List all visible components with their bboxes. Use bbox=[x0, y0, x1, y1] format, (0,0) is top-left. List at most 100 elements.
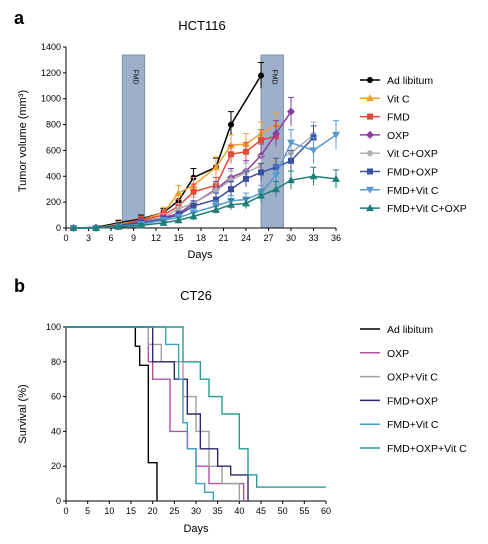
legend-label-fmd-oxp: FMD+OXP bbox=[387, 395, 438, 407]
panel-a-x-tick-label: 36 bbox=[331, 233, 341, 243]
panel-a-y-tick-label: 0 bbox=[56, 223, 61, 233]
panel-a-legend: Ad libitum Vit C FMD OXP Vit C+OXP FMD+OXP FMD… bbox=[360, 75, 467, 215]
data-point-fmd-vit-c-oxp bbox=[242, 199, 250, 207]
data-point-fmd-oxp bbox=[228, 186, 234, 193]
panel-b-ylabel: Survival (%) bbox=[17, 384, 29, 443]
data-point-fmd-vit-c-oxp bbox=[69, 224, 78, 231]
panel-a-x-tick-label: 6 bbox=[108, 233, 113, 243]
data-point-fmd-oxp bbox=[288, 157, 294, 164]
panel-a-y-tick-label: 600 bbox=[46, 145, 61, 155]
data-point-oxp bbox=[272, 129, 280, 138]
legend-label-fmd-vit-c: FMD+Vit C bbox=[387, 419, 439, 431]
panel-a-x-tick-label: 15 bbox=[173, 233, 183, 243]
legend-marker-fmd-vit-c bbox=[366, 186, 374, 194]
panel-a-y-tick-label: 400 bbox=[46, 171, 61, 181]
panel-b-y-tick-label: 100 bbox=[46, 322, 61, 332]
data-point-fmd bbox=[190, 188, 197, 195]
panel-b-x-tick-label: 40 bbox=[234, 506, 244, 516]
legend-marker-oxp bbox=[366, 130, 374, 139]
legend-marker-vit-c bbox=[366, 94, 374, 102]
legend-label-fmd-vit-c: FMD+Vit C bbox=[387, 185, 439, 197]
legend-marker-fmd bbox=[367, 113, 373, 120]
panel-a-x-tick-label: 33 bbox=[308, 233, 318, 243]
fmd-band-label: FMD bbox=[270, 69, 277, 84]
legend-label-fmd-oxp-vit-c: FMD+OXP+Vit C bbox=[387, 443, 467, 455]
data-point-vit-c bbox=[212, 163, 220, 171]
legend-label-ad-libitum: Ad libitum bbox=[387, 75, 433, 87]
panel-b-y-tick-label: 60 bbox=[51, 392, 61, 402]
legend-label-fmd-oxp: FMD+OXP bbox=[387, 167, 438, 179]
data-point-fmd-vit-c-oxp bbox=[159, 218, 168, 226]
panel-a-y-tick-label: 1000 bbox=[41, 94, 61, 104]
panel-b-x-tick-label: 15 bbox=[126, 506, 136, 516]
legend-label-oxp-vit-c: OXP+Vit C bbox=[387, 372, 438, 384]
data-point-fmd-vit-c-oxp bbox=[272, 185, 280, 193]
data-point-fmd-vit-c bbox=[332, 131, 340, 139]
panel-a-ylabel: Tumor volume (mm³) bbox=[17, 90, 29, 192]
panel-b-y-tick-label: 20 bbox=[51, 461, 61, 471]
panel-b-axes: 0 5 10 15 20 25 30 35 40 45 50 55 60 0 20 40 60 80 100 bbox=[46, 322, 331, 516]
legend-marker-vit-c-oxp bbox=[367, 150, 373, 157]
panel-a-x-tick-label: 12 bbox=[151, 233, 161, 243]
panel-b-legend: Ad libitum OXP OXP+Vit C FMD+OXP FMD+Vit C FM… bbox=[360, 324, 467, 455]
panel-b-xlabel: Days bbox=[183, 523, 209, 535]
panel-b-x-tick-label: 20 bbox=[148, 506, 158, 516]
panel-b-x-tick-label: 10 bbox=[104, 506, 114, 516]
data-point-fmd-oxp bbox=[190, 203, 197, 210]
panel-a-y-tick-label: 1400 bbox=[41, 42, 61, 52]
panel-b-x-tick-label: 45 bbox=[256, 506, 266, 516]
legend-label-oxp: OXP bbox=[387, 130, 409, 142]
data-point-vit-c bbox=[174, 189, 183, 197]
data-point-fmd-vit-c-oxp bbox=[287, 176, 295, 184]
data-point-fmd-vit-c-oxp bbox=[332, 174, 340, 182]
panel-b-y-tick-label: 40 bbox=[51, 426, 61, 436]
data-point-fmd-vit-c bbox=[272, 171, 280, 179]
panel-b-x-tick-label: 30 bbox=[191, 506, 201, 516]
fmd-band-label: FMD bbox=[132, 69, 139, 84]
panel-a-x-tick-label: 0 bbox=[63, 233, 68, 243]
survival-curve-fmd-oxp bbox=[66, 326, 249, 501]
panel-b-x-tick-label: 50 bbox=[278, 506, 288, 516]
data-point-vit-c-oxp bbox=[175, 205, 182, 212]
data-point-fmd-vit-c-oxp bbox=[227, 200, 235, 208]
panel-b-series bbox=[66, 326, 326, 501]
data-point-ad-libitum bbox=[258, 72, 264, 79]
data-point-fmd-oxp bbox=[213, 196, 219, 203]
panel-b-letter: b bbox=[14, 276, 25, 296]
data-point-fmd-vit-c-oxp bbox=[92, 224, 100, 231]
panel-b-x-tick-label: 25 bbox=[169, 506, 179, 516]
panel-b-x-tick-label: 60 bbox=[321, 506, 331, 516]
data-point-fmd-vit-c-oxp bbox=[174, 216, 183, 224]
panel-a-axes: 0 3 6 9 12 15 18 21 24 27 30 33 36020040060080010001… bbox=[41, 42, 341, 243]
legend-label-fmd-vit-c-oxp: FMD+Vit C+OXP bbox=[387, 203, 467, 215]
survival-curve-ad-libitum bbox=[66, 326, 158, 501]
data-point-oxp bbox=[287, 107, 295, 116]
data-point-fmd-vit-c bbox=[309, 147, 318, 155]
panel-a-x-tick-label: 27 bbox=[263, 233, 273, 243]
data-point-fmd-vit-c-oxp bbox=[137, 221, 145, 229]
data-point-fmd-vit-c-oxp bbox=[212, 205, 220, 213]
data-point-vit-c-oxp bbox=[213, 187, 219, 194]
data-point-fmd-vit-c bbox=[287, 139, 295, 147]
data-point-fmd-vit-c-oxp bbox=[114, 222, 123, 230]
panel-a-series bbox=[69, 62, 340, 232]
data-point-fmd-oxp bbox=[243, 175, 249, 182]
panel-b-x-tick-label: 35 bbox=[213, 506, 223, 516]
series-line-ad-libitum bbox=[73, 75, 262, 229]
survival-curve-fmd-oxp-vit-c bbox=[66, 326, 326, 488]
panel-b-x-tick-label: 5 bbox=[85, 506, 90, 516]
panel-a-y-tick-label: 200 bbox=[46, 197, 61, 207]
legend-marker-fmd-oxp bbox=[367, 168, 373, 175]
panel-a-xlabel: Days bbox=[187, 249, 213, 261]
panel-b-x-tick-label: 0 bbox=[63, 506, 68, 516]
survival-curve-oxp bbox=[66, 326, 245, 501]
legend-label-oxp: OXP bbox=[387, 348, 409, 360]
panel-a-x-tick-label: 18 bbox=[196, 233, 206, 243]
legend-marker-ad-libitum bbox=[367, 77, 373, 83]
panel-a-x-tick-label: 3 bbox=[86, 233, 91, 243]
survival-curve-fmd-vit-c bbox=[66, 326, 215, 501]
panel-b-y-tick-label: 80 bbox=[51, 357, 61, 367]
data-point-fmd bbox=[258, 137, 264, 144]
legend-label-ad-libitum: Ad libitum bbox=[387, 324, 433, 336]
